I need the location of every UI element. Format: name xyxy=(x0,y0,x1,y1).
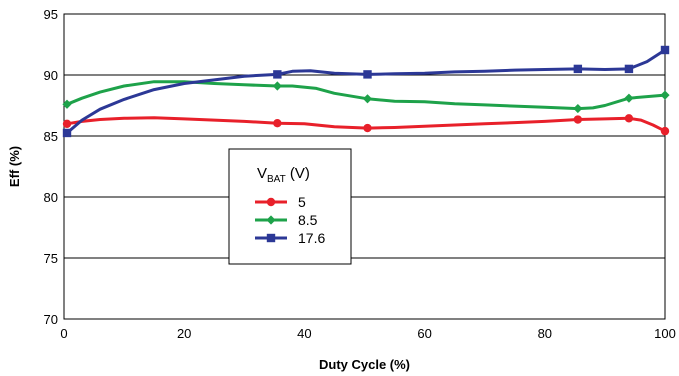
data-point xyxy=(272,81,282,91)
data-point xyxy=(273,70,282,79)
legend-entry: 5 xyxy=(255,194,306,210)
legend-entry: 17.6 xyxy=(255,230,325,246)
data-point xyxy=(660,90,670,100)
legend-entries: 5 8.5 17.6 xyxy=(255,194,325,246)
data-point xyxy=(573,64,583,74)
data-point xyxy=(573,103,583,114)
y-axis-title: Eff (%) xyxy=(7,146,22,187)
legend-box xyxy=(228,148,352,265)
series-5 xyxy=(62,114,670,136)
x-tick-label: 40 xyxy=(297,326,311,341)
data-point xyxy=(660,45,670,55)
legend: VBAT (V) 5 8.5 17.6 xyxy=(228,148,352,265)
x-tick-label: 80 xyxy=(538,326,552,341)
y-tick-labels: 70 75 80 85 90 95 xyxy=(44,7,58,327)
data-point xyxy=(624,64,634,74)
legend-label: 5 xyxy=(298,194,306,210)
legend-title: VBAT (V) xyxy=(257,165,310,185)
legend-swatch-marker xyxy=(266,197,276,207)
plot-area-frame xyxy=(63,13,666,320)
legend-label: 8.5 xyxy=(298,212,318,228)
series-line xyxy=(65,48,667,135)
data-point xyxy=(660,126,670,136)
data-point xyxy=(363,123,372,133)
data-point xyxy=(62,119,72,128)
y-tick-label: 80 xyxy=(44,190,58,205)
data-point xyxy=(273,118,282,128)
y-tick-label: 75 xyxy=(44,251,58,266)
x-tick-label: 60 xyxy=(417,326,431,341)
data-point xyxy=(363,70,372,79)
legend-swatch-marker xyxy=(266,233,276,243)
data-point xyxy=(62,99,72,109)
legend-entry: 8.5 xyxy=(255,212,318,228)
legend-label: 17.6 xyxy=(298,230,325,246)
x-axis-title: Duty Cycle (%) xyxy=(319,357,410,372)
series-line xyxy=(65,80,667,111)
series-17-6 xyxy=(62,45,670,138)
data-series xyxy=(62,45,670,138)
data-point xyxy=(62,128,72,138)
legend-title-unit: (V) xyxy=(286,165,310,182)
y-tick-label: 70 xyxy=(44,312,58,327)
legend-swatch-marker xyxy=(266,215,276,225)
y-tick-label: 95 xyxy=(44,7,58,22)
series-line xyxy=(65,116,667,133)
grid-lines xyxy=(64,74,665,259)
legend-title-subscript: BAT xyxy=(267,174,286,185)
data-point xyxy=(362,94,373,104)
data-point xyxy=(573,115,583,124)
y-tick-label: 85 xyxy=(44,129,58,144)
legend-title-main: V xyxy=(257,165,267,182)
y-tick-label: 90 xyxy=(44,68,58,83)
series-8-5 xyxy=(62,80,670,114)
x-tick-labels: 0 20 40 60 80 100 xyxy=(60,326,675,341)
x-tick-label: 100 xyxy=(654,326,676,341)
x-tick-label: 20 xyxy=(177,326,191,341)
data-point xyxy=(624,114,634,123)
x-tick-label: 0 xyxy=(60,326,67,341)
data-point xyxy=(624,93,634,103)
